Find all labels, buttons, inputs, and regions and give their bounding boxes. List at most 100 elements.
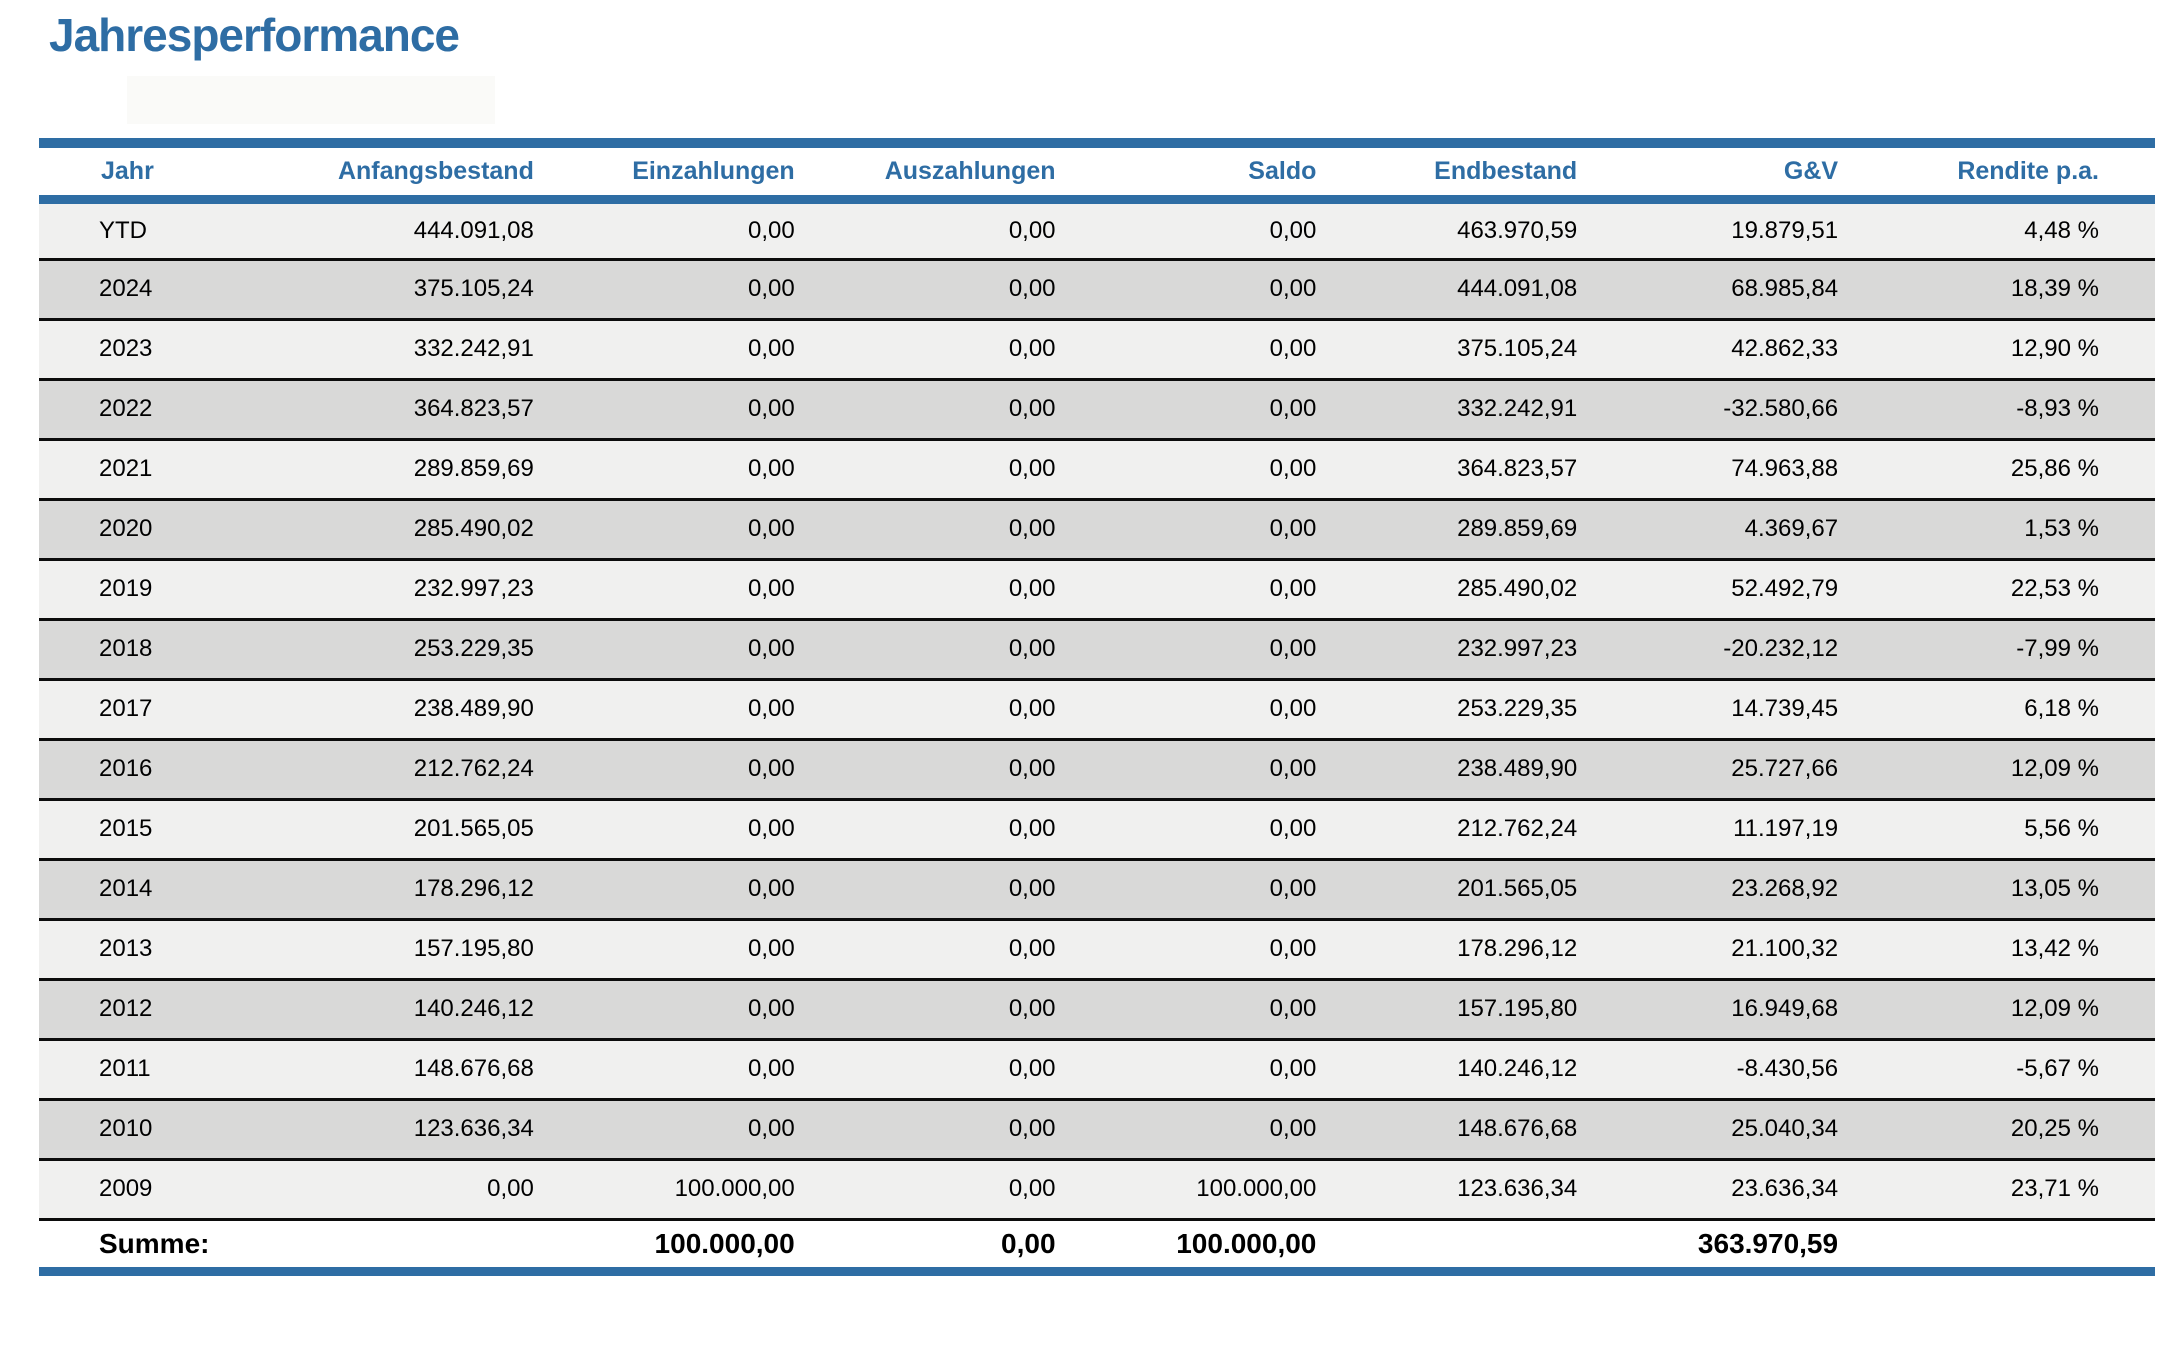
value-cell: 4.369,67 — [1633, 497, 1895, 559]
value-cell: 140.246,12 — [1372, 1037, 1634, 1099]
value-cell: 232.997,23 — [329, 557, 590, 619]
summary-value-cell — [1894, 1217, 2155, 1276]
value-cell: 0,00 — [589, 317, 851, 379]
value-cell: 375.105,24 — [329, 257, 590, 319]
value-cell: 0,00 — [589, 797, 851, 859]
year-cell: 2024 — [39, 257, 329, 319]
performance-table-container: Jahr Anfangsbestand Einzahlungen Auszahlung… — [39, 138, 2155, 1276]
value-cell: 20,25 % — [1894, 1097, 2155, 1159]
value-cell: 12,90 % — [1894, 317, 2155, 379]
table-header: Jahr Anfangsbestand Einzahlungen Auszahlung… — [39, 143, 2155, 204]
value-cell: 23.268,92 — [1633, 857, 1895, 919]
value-cell: 1,53 % — [1894, 497, 2155, 559]
value-cell: 0,00 — [850, 797, 1112, 859]
value-cell: 238.489,90 — [1372, 737, 1634, 799]
value-cell: -8.430,56 — [1633, 1037, 1895, 1099]
value-cell: 0,00 — [589, 557, 851, 619]
value-cell: 42.862,33 — [1633, 317, 1895, 379]
value-cell: 0,00 — [1111, 917, 1373, 979]
summary-value-cell — [329, 1217, 590, 1276]
value-cell: 25.727,66 — [1633, 737, 1895, 799]
value-cell: 364.823,57 — [329, 377, 590, 439]
value-cell: 25,86 % — [1894, 437, 2155, 499]
value-cell: 178.296,12 — [1372, 917, 1634, 979]
table-row: 2020 285.490,02 0,00 0,00 0,00 289.859,69 4.36… — [39, 497, 2155, 559]
value-cell: 0,00 — [589, 677, 851, 739]
value-cell: 0,00 — [589, 497, 851, 559]
value-cell: 13,42 % — [1894, 917, 2155, 979]
column-header: G&V — [1633, 143, 1895, 204]
header-row: Jahr Anfangsbestand Einzahlungen Auszahlung… — [39, 143, 2155, 204]
value-cell: 0,00 — [589, 199, 851, 259]
value-cell: 444.091,08 — [1372, 257, 1634, 319]
value-cell: 74.963,88 — [1633, 437, 1895, 499]
value-cell: 0,00 — [1111, 557, 1373, 619]
table-row: 2010 123.636,34 0,00 0,00 0,00 148.676,68 25.0… — [39, 1097, 2155, 1159]
year-cell: 2020 — [39, 497, 329, 559]
table-footer: Summe: 100.000,00 0,00 100.000,00 363.970,59 — [39, 1217, 2155, 1276]
value-cell: 0,00 — [850, 857, 1112, 919]
table-row: 2013 157.195,80 0,00 0,00 0,00 178.296,12 21.1… — [39, 917, 2155, 979]
watermark-block — [127, 76, 495, 124]
table-row: 2024 375.105,24 0,00 0,00 0,00 444.091,08 68.9… — [39, 257, 2155, 319]
year-cell: 2009 — [39, 1157, 329, 1219]
value-cell: 0,00 — [1111, 857, 1373, 919]
value-cell: 123.636,34 — [329, 1097, 590, 1159]
value-cell: 0,00 — [589, 437, 851, 499]
year-cell: 2017 — [39, 677, 329, 739]
value-cell: 0,00 — [1111, 797, 1373, 859]
value-cell: 0,00 — [850, 497, 1112, 559]
value-cell: 0,00 — [1111, 317, 1373, 379]
value-cell: 289.859,69 — [1372, 497, 1634, 559]
summary-value-cell: 363.970,59 — [1633, 1217, 1895, 1276]
value-cell: 289.859,69 — [329, 437, 590, 499]
value-cell: -20.232,12 — [1633, 617, 1895, 679]
value-cell: 0,00 — [589, 917, 851, 979]
summary-label: Summe: — [39, 1217, 329, 1276]
value-cell: 375.105,24 — [1372, 317, 1634, 379]
value-cell: 25.040,34 — [1633, 1097, 1895, 1159]
value-cell: 21.100,32 — [1633, 917, 1895, 979]
table-row: 2014 178.296,12 0,00 0,00 0,00 201.565,05 23.2… — [39, 857, 2155, 919]
value-cell: 201.565,05 — [329, 797, 590, 859]
value-cell: 212.762,24 — [1372, 797, 1634, 859]
value-cell: 0,00 — [589, 257, 851, 319]
value-cell: 0,00 — [850, 737, 1112, 799]
year-cell: 2022 — [39, 377, 329, 439]
value-cell: 0,00 — [850, 977, 1112, 1039]
value-cell: -5,67 % — [1894, 1037, 2155, 1099]
value-cell: 0,00 — [850, 1037, 1112, 1099]
value-cell: 52.492,79 — [1633, 557, 1895, 619]
value-cell: 16.949,68 — [1633, 977, 1895, 1039]
value-cell: 6,18 % — [1894, 677, 2155, 739]
value-cell: 5,56 % — [1894, 797, 2155, 859]
value-cell: 148.676,68 — [329, 1037, 590, 1099]
summary-value-cell: 100.000,00 — [589, 1217, 851, 1276]
value-cell: 0,00 — [589, 377, 851, 439]
year-cell: 2014 — [39, 857, 329, 919]
value-cell: 253.229,35 — [1372, 677, 1634, 739]
value-cell: 0,00 — [850, 437, 1112, 499]
value-cell: 100.000,00 — [589, 1157, 851, 1219]
table-body: YTD 444.091,08 0,00 0,00 0,00 463.970,59 19.87… — [39, 199, 2155, 1219]
value-cell: 0,00 — [850, 257, 1112, 319]
value-cell: -7,99 % — [1894, 617, 2155, 679]
value-cell: 19.879,51 — [1633, 199, 1895, 259]
table-row: 2019 232.997,23 0,00 0,00 0,00 285.490,02 52.4… — [39, 557, 2155, 619]
value-cell: 0,00 — [1111, 677, 1373, 739]
value-cell: -32.580,66 — [1633, 377, 1895, 439]
value-cell: 140.246,12 — [329, 977, 590, 1039]
value-cell: 0,00 — [589, 857, 851, 919]
column-header: Rendite p.a. — [1894, 143, 2155, 204]
column-header: Saldo — [1111, 143, 1373, 204]
column-header: Anfangsbestand — [329, 143, 590, 204]
year-cell: 2019 — [39, 557, 329, 619]
year-cell: 2011 — [39, 1037, 329, 1099]
value-cell: -8,93 % — [1894, 377, 2155, 439]
year-cell: 2012 — [39, 977, 329, 1039]
value-cell: 0,00 — [589, 1097, 851, 1159]
table-row: 2009 0,00 100.000,00 0,00 100.000,00 123.636,… — [39, 1157, 2155, 1219]
value-cell: 11.197,19 — [1633, 797, 1895, 859]
summary-value-cell — [1372, 1217, 1634, 1276]
